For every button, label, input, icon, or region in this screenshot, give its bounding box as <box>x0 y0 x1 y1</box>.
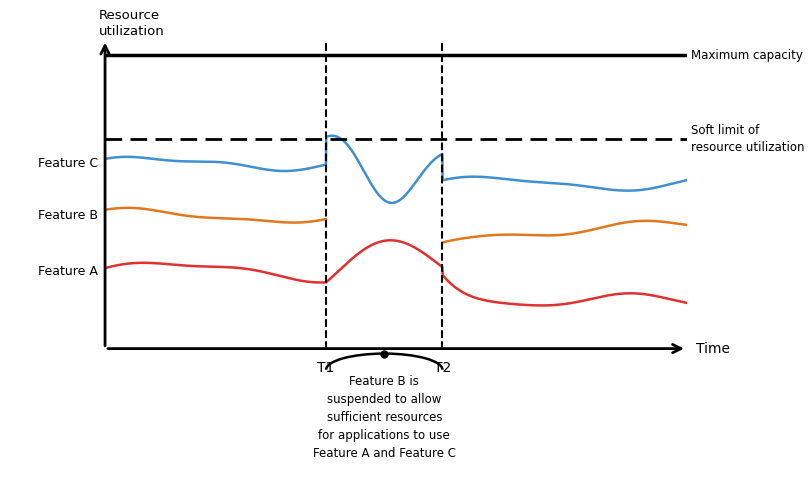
Text: Feature B: Feature B <box>38 209 98 222</box>
Text: Feature A: Feature A <box>38 265 98 278</box>
Text: Time: Time <box>696 342 730 356</box>
Text: Feature C: Feature C <box>38 157 98 170</box>
Text: Maximum capacity: Maximum capacity <box>692 49 803 62</box>
Text: Resource
utilization: Resource utilization <box>99 9 165 38</box>
Text: Soft limit of
resource utilization: Soft limit of resource utilization <box>692 124 805 154</box>
Text: Feature B is
suspended to allow
sufficient resources
for applications to use
Fea: Feature B is suspended to allow sufficie… <box>313 374 456 460</box>
Text: T2: T2 <box>434 361 451 375</box>
Text: T1: T1 <box>318 361 335 375</box>
